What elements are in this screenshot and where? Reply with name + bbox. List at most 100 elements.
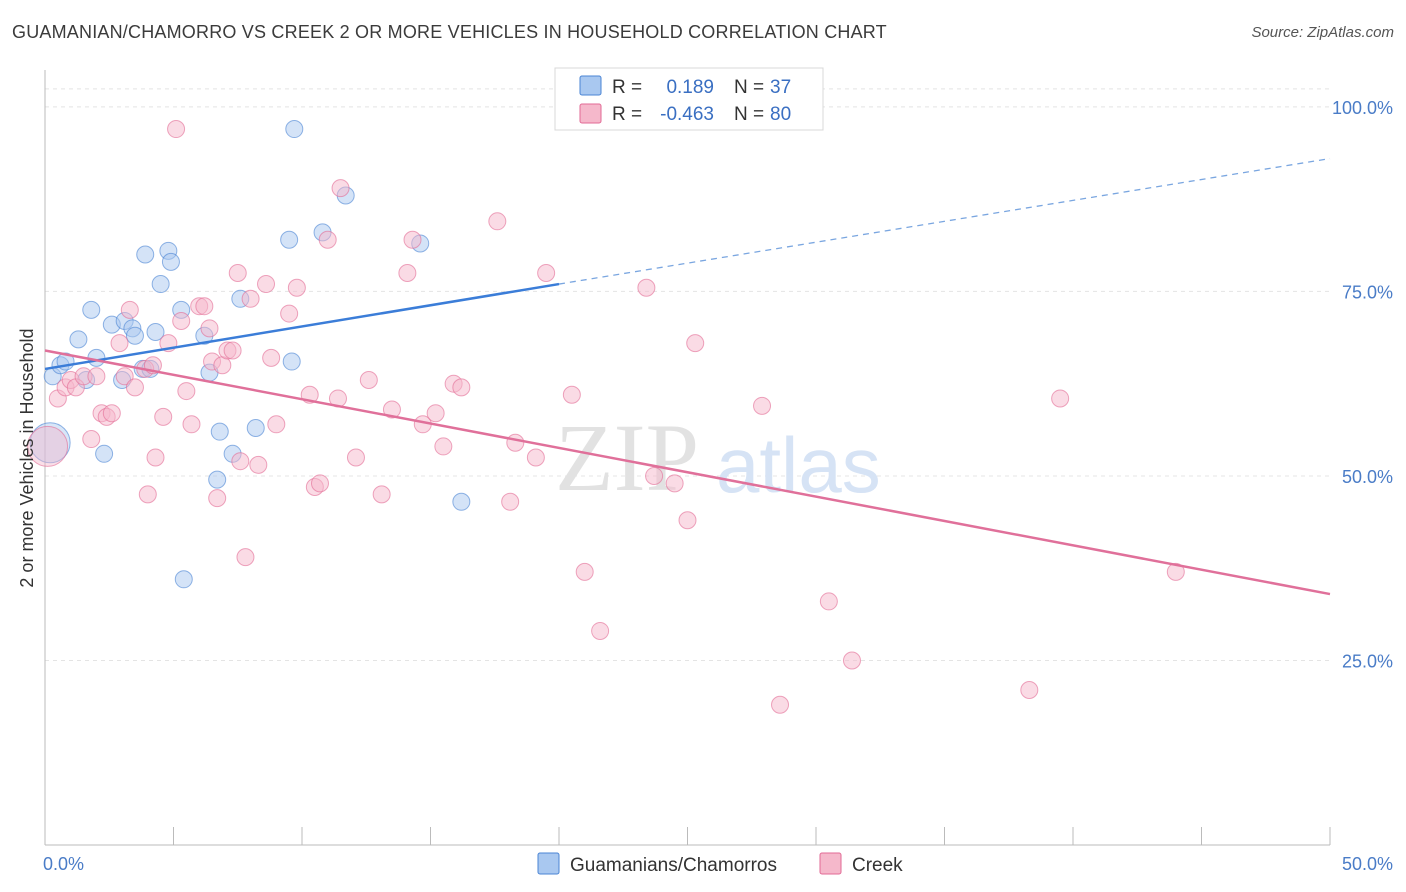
series-legend: Guamanians/Chamorros Creek (537, 852, 903, 876)
legend-n-value-2: 80 (770, 104, 791, 125)
creek-point-60 (501, 492, 520, 511)
creek-point-56 (434, 437, 453, 456)
guamanian-trend-line (44, 282, 560, 371)
bottom-legend-swatch-guamanians (537, 852, 560, 875)
creek-point-24 (182, 415, 201, 434)
creek-point-76 (1020, 681, 1039, 699)
guamanian-point-6 (82, 300, 101, 319)
y-tick-label-2: 75.0% (1342, 282, 1393, 302)
creek-point-41 (287, 278, 306, 297)
creek-point-7 (87, 367, 106, 386)
y-tick-label-0: 25.0% (1342, 651, 1393, 671)
legend-n-label-1: N = (734, 77, 764, 98)
creek-trend-line (44, 349, 1331, 596)
creek-point-70 (678, 511, 697, 530)
creek-point-26 (195, 297, 214, 316)
creek-point-38 (262, 348, 281, 367)
creek-point-11 (110, 334, 129, 353)
creek-point-39 (267, 415, 286, 434)
creek-point-49 (359, 371, 378, 389)
trend-lines (44, 157, 1331, 596)
creek-point-16 (138, 485, 157, 504)
creek-point-35 (241, 289, 260, 308)
creek-point-61 (506, 433, 525, 452)
legend-n-value-1: 37 (770, 77, 791, 98)
creek-point-47 (331, 179, 350, 198)
guamanian-point-19 (161, 252, 180, 271)
creek-point-0 (27, 425, 69, 467)
guamanian-point-28 (246, 418, 265, 437)
creek-point-71 (686, 334, 705, 353)
creek-point-69 (665, 474, 684, 493)
y-tick-labels: 25.0% 50.0% 75.0% 100.0% (1332, 98, 1393, 672)
guamanian-point-25 (210, 422, 229, 441)
creek-point-23 (177, 382, 196, 401)
creek-point-67 (637, 278, 656, 297)
guamanian-point-4 (69, 330, 88, 349)
chart-source: Source: ZipAtlas.com (1251, 24, 1394, 41)
guamanian-point-15 (136, 245, 155, 264)
legend-r-value-2: -0.463 (660, 104, 714, 125)
legend-swatch-guamanians (579, 75, 602, 96)
creek-point-32 (223, 341, 242, 360)
creek-point-6 (82, 430, 101, 449)
creek-point-27 (200, 319, 219, 338)
y-axis-label: 2 or more Vehicles in Household (17, 328, 37, 587)
creek-point-18 (146, 448, 165, 467)
creek-point-66 (591, 621, 610, 640)
creek-point-74 (819, 592, 838, 611)
creek-point-36 (249, 455, 268, 474)
guamanian-point-13 (125, 326, 144, 345)
creek-point-21 (167, 120, 186, 139)
legend-r-label-2: R = (612, 104, 642, 125)
creek-point-58 (452, 378, 471, 397)
creek-point-50 (372, 485, 391, 504)
creek-point-73 (771, 695, 790, 714)
legend-r-value-1: 0.189 (666, 77, 714, 98)
legend-swatch-creek (579, 103, 602, 124)
guamanian-point-21 (174, 570, 193, 589)
guamanian-point-8 (95, 444, 114, 463)
y-tick-label-1: 50.0% (1342, 467, 1393, 487)
legend-n-label-2: N = (734, 104, 764, 125)
x-tick-label-1: 50.0% (1342, 854, 1393, 874)
guamanian-point-29 (280, 230, 299, 249)
creek-point-68 (645, 466, 664, 485)
guamanian-trend-extension (558, 157, 1331, 285)
creek-point-78 (1166, 562, 1185, 581)
creek-point-45 (318, 230, 337, 249)
x-tick-labels: 0.0% 50.0% (43, 854, 1393, 874)
guamanian-point-31 (285, 120, 304, 139)
creek-point-51 (382, 400, 401, 419)
watermark-zip: ZIP (555, 404, 699, 511)
axes (44, 70, 1331, 846)
guamanian-point-35 (452, 492, 471, 511)
creek-point-59 (488, 212, 507, 231)
gridlines (45, 88, 1330, 661)
creek-point-12 (115, 367, 134, 386)
watermark-atlas: atlas (716, 421, 881, 509)
creek-point-64 (562, 385, 581, 404)
creek-point-40 (280, 304, 299, 323)
y-tick-label-3: 100.0% (1332, 98, 1393, 118)
bottom-legend-label-creek: Creek (852, 855, 903, 876)
creek-point-19 (154, 407, 173, 426)
creek-point-13 (120, 300, 139, 319)
creek-point-77 (1051, 389, 1070, 408)
creek-point-62 (526, 448, 545, 467)
correlation-legend: R = 0.189 N = 37 R = -0.463 N = 80 (554, 67, 824, 131)
creek-point-48 (346, 448, 365, 467)
data-points (27, 120, 1185, 714)
creek-point-10 (102, 404, 121, 423)
guamanian-point-30 (282, 352, 301, 371)
creek-point-14 (125, 378, 144, 397)
creek-point-53 (403, 230, 422, 249)
creek-point-33 (228, 263, 247, 282)
creek-point-52 (398, 263, 417, 282)
creek-point-22 (172, 311, 191, 330)
creek-point-72 (753, 396, 772, 415)
bottom-legend-swatch-creek (819, 852, 842, 875)
guamanian-point-17 (151, 275, 170, 294)
